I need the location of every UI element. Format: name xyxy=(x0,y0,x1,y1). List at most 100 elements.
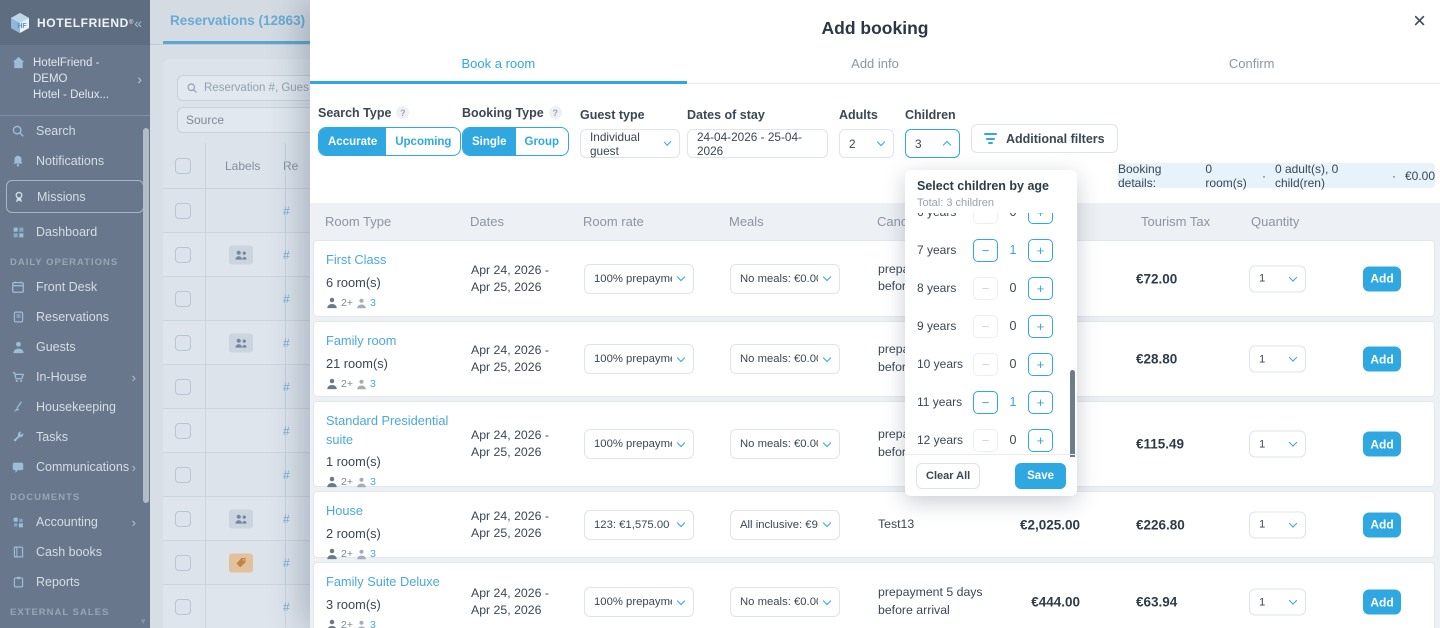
quantity-select[interactable]: 1 xyxy=(1249,511,1306,538)
tab-confirm[interactable]: Confirm xyxy=(1228,56,1275,71)
row-checkbox[interactable] xyxy=(175,334,191,351)
help-icon[interactable]: ? xyxy=(396,106,410,119)
clear-all-button[interactable]: Clear All xyxy=(916,462,981,489)
meals-select[interactable]: No meals: €0.00/€ xyxy=(730,344,840,374)
increment-button[interactable]: + xyxy=(1028,276,1053,300)
add-button[interactable]: Add xyxy=(1363,512,1401,537)
sidebar-item-reports[interactable]: Reports xyxy=(0,567,150,597)
reservation-link[interactable]: # xyxy=(283,379,290,394)
reservation-link[interactable]: # xyxy=(283,423,290,438)
row-checkbox[interactable] xyxy=(175,422,191,439)
dates-of-stay-input[interactable]: 24-04-2026 - 25-04-2026 xyxy=(687,129,828,158)
row-checkbox[interactable] xyxy=(175,510,191,527)
increment-button[interactable]: + xyxy=(1028,428,1053,452)
row-checkbox[interactable] xyxy=(175,598,191,615)
sidebar-section-daily-operations: DAILY OPERATIONS xyxy=(10,257,119,269)
increment-button[interactable]: + xyxy=(1028,213,1053,224)
booking-type-single[interactable]: Single xyxy=(463,128,516,155)
meals-select[interactable]: No meals: €0.00/€ xyxy=(730,429,840,459)
decrement-button[interactable]: − xyxy=(973,238,998,262)
close-icon[interactable]: × xyxy=(1413,8,1426,33)
sidebar-item-tasks[interactable]: Tasks xyxy=(0,422,150,452)
meals-select[interactable]: All inclusive: €90.( xyxy=(730,509,840,540)
booking-type-group-option[interactable]: Group xyxy=(524,135,560,148)
room-rate-select[interactable]: 100% prepayment xyxy=(584,344,694,374)
sidebar-scrollbar[interactable] xyxy=(143,128,149,503)
room-name-link[interactable]: Family room xyxy=(326,333,397,348)
room-rate-select[interactable]: 123: €1,575.00 xyxy=(584,509,694,540)
dropdown-scrollbar[interactable] xyxy=(1070,370,1075,457)
search-type-upcoming[interactable]: Upcoming xyxy=(395,135,452,148)
sidebar-item-arrangements[interactable]: Arrangements xyxy=(0,622,150,628)
decrement-button[interactable]: − xyxy=(973,276,998,300)
guest-type-select[interactable]: Individual guest xyxy=(580,129,680,158)
room-name-link[interactable]: Standard Presidential suite xyxy=(326,413,449,447)
decrement-button[interactable]: − xyxy=(973,390,998,414)
room-count: 2 room(s) xyxy=(326,525,381,541)
decrement-button[interactable]: − xyxy=(973,314,998,338)
quantity-select[interactable]: 1 xyxy=(1249,345,1306,373)
tab-add-info[interactable]: Add info xyxy=(851,56,899,71)
add-button[interactable]: Add xyxy=(1363,346,1401,372)
add-button[interactable]: Add xyxy=(1363,589,1401,615)
row-checkbox[interactable] xyxy=(175,554,191,571)
row-checkbox[interactable] xyxy=(175,202,191,219)
add-button[interactable]: Add xyxy=(1363,431,1401,457)
sidebar-item-accounting[interactable]: Accounting › xyxy=(0,507,150,537)
sidebar-item-communications[interactable]: Communications › xyxy=(0,452,150,482)
sidebar-item-cash-books[interactable]: Cash books xyxy=(0,537,150,567)
sidebar-item-missions[interactable]: Missions xyxy=(6,180,144,214)
room-name-link[interactable]: First Class xyxy=(326,252,387,267)
save-button[interactable]: Save xyxy=(1015,462,1066,489)
sidebar-item-in-house[interactable]: In-House › xyxy=(0,362,150,392)
sidebar-item-search[interactable]: Search xyxy=(0,116,150,146)
decrement-button[interactable]: − xyxy=(973,213,998,224)
row-checkbox[interactable] xyxy=(175,290,191,307)
meals-select[interactable]: No meals: €0.00/€ xyxy=(730,587,840,617)
reservation-link[interactable]: # xyxy=(283,555,290,570)
row-checkbox[interactable] xyxy=(175,378,191,395)
sidebar-item-front-desk[interactable]: Front Desk xyxy=(0,272,150,302)
add-button[interactable]: Add xyxy=(1363,266,1401,291)
room-name-link[interactable]: Family Suite Deluxe xyxy=(326,574,440,589)
sidebar-item-dashboard[interactable]: Dashboard xyxy=(0,217,150,247)
quantity-select[interactable]: 1 xyxy=(1249,265,1306,292)
tab-book-a-room[interactable]: Book a room xyxy=(310,56,687,84)
reservation-link[interactable]: # xyxy=(283,291,290,306)
reservation-link[interactable]: # xyxy=(283,467,290,482)
decrement-button[interactable]: − xyxy=(973,428,998,452)
row-checkbox[interactable] xyxy=(175,466,191,483)
reservation-link[interactable]: # xyxy=(283,247,290,262)
room-rate-select[interactable]: 100% prepayment xyxy=(584,429,694,459)
select-all-checkbox[interactable] xyxy=(175,157,191,174)
scroll-down-arrow-icon[interactable]: ▼ xyxy=(139,617,147,626)
adults-select[interactable]: 2 xyxy=(839,129,894,158)
room-rate-select[interactable]: 100% prepayment xyxy=(584,263,694,294)
increment-button[interactable]: + xyxy=(1028,390,1053,414)
children-select[interactable]: 3 xyxy=(905,129,960,158)
meals-select[interactable]: No meals: €0.00/€ xyxy=(730,263,840,294)
increment-button[interactable]: + xyxy=(1028,238,1053,262)
increment-button[interactable]: + xyxy=(1028,352,1053,376)
reservation-link[interactable]: # xyxy=(283,203,290,218)
sidebar-item-housekeeping[interactable]: Housekeeping xyxy=(0,392,150,422)
hotel-selector[interactable]: HotelFriend - DEMO Hotel - Delux... › xyxy=(0,45,150,115)
increment-button[interactable]: + xyxy=(1028,314,1053,338)
reservation-link[interactable]: # xyxy=(283,511,290,526)
sidebar-item-notifications[interactable]: Notifications xyxy=(0,146,150,176)
reservation-link[interactable]: # xyxy=(283,335,290,350)
tab-reservations[interactable]: Reservations (12863) xyxy=(170,13,306,28)
sidebar-collapse-icon[interactable]: « xyxy=(134,14,142,31)
decrement-button[interactable]: − xyxy=(973,352,998,376)
room-name-link[interactable]: House xyxy=(326,503,363,518)
reservation-link[interactable]: # xyxy=(283,599,290,614)
quantity-select[interactable]: 1 xyxy=(1249,430,1306,458)
quantity-select[interactable]: 1 xyxy=(1249,588,1306,616)
sidebar-item-guests[interactable]: Guests xyxy=(0,332,150,362)
help-icon[interactable]: ? xyxy=(548,106,562,119)
room-rate-select[interactable]: 100% prepayment xyxy=(584,587,694,617)
row-checkbox[interactable] xyxy=(175,246,191,263)
sidebar-item-reservations[interactable]: Reservations xyxy=(0,302,150,332)
additional-filters-button[interactable]: Additional filters xyxy=(971,124,1118,153)
search-type-accurate[interactable]: Accurate xyxy=(319,128,387,155)
